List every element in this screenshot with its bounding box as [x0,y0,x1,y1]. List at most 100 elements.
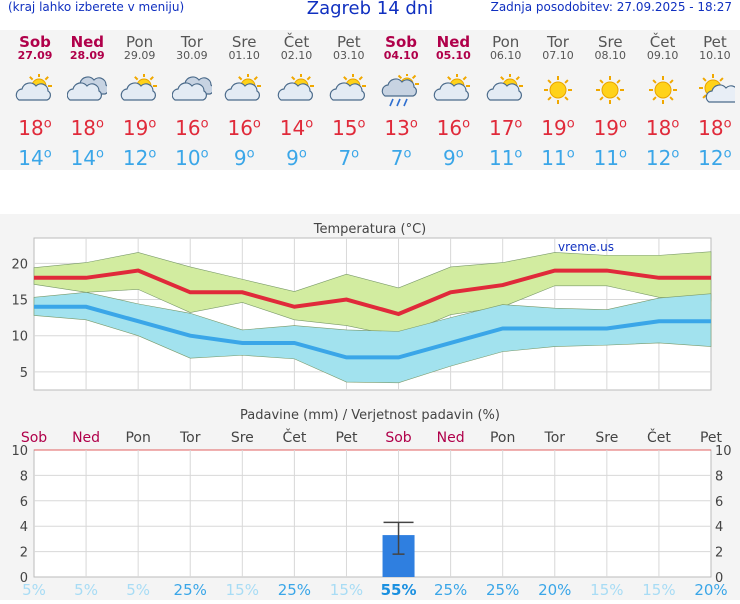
day-name: Pet [336,33,361,51]
y-tick-label: 5 [20,366,28,381]
day-date: 28.09 [69,49,105,62]
min-temperature-value: 12 [645,146,672,170]
y-tick-label-right: 10 [715,444,732,459]
max-temperature: 16o [427,116,479,140]
forecast-day: Sre 01.10 16o 9o [218,34,270,170]
degree-sign: o [246,146,255,162]
precipitation-probability: 15% [226,581,259,599]
temperature-chart-title: Temperatura (°C) [313,222,426,237]
min-temperature-value: 11 [488,146,515,170]
min-temperature: 14o [61,146,113,170]
min-temperature-value: 9 [443,146,456,170]
precipitation-day-label: Pet [700,430,723,446]
header-left: (kraj lahko izberete v meniju) [8,0,185,14]
partly-cloudy-icon [277,74,314,101]
min-temperature: 7o [375,146,427,170]
forecast-day: Sre 08.10 19o 11o [584,34,636,170]
day-date: 10.10 [699,49,731,62]
y-tick-label-right: 4 [715,520,723,535]
y-tick-label-left: 10 [11,444,28,459]
precipitation-probability: 55% [381,581,417,599]
max-temperature-value: 18 [698,116,724,140]
max-temperature: 18o [9,116,61,140]
day-name: Sob [19,33,51,51]
precipitation-probability: 20% [694,581,727,599]
degree-sign: o [671,116,680,132]
forecast-day: Pet 03.10 15o 7o [323,34,375,170]
day-name: Ned [70,33,105,51]
forecast-day: Ned 28.09 18o 14o [61,34,113,170]
charts-panel: Temperatura (°C) 5 10 15 20 vreme.us Padavine … [0,214,740,600]
min-temperature-value: 7 [338,146,352,170]
day-name: Sre [231,33,257,51]
min-temperature: 14o [9,146,61,170]
watermark: vreme.us [558,240,614,254]
precipitation-probability: 25% [174,581,207,599]
degree-sign: o [671,146,680,162]
degree-sign: o [357,116,366,132]
y-tick-label-left: 6 [20,495,28,510]
precipitation-plot-area [33,449,712,578]
degree-sign: o [200,146,209,162]
max-temperature-value: 15 [332,116,358,140]
precipitation-probability: 15% [642,581,675,599]
max-temperature-value: 16 [175,116,201,140]
precipitation-day-label: Čet [282,428,306,446]
max-temperature: 16o [218,116,270,140]
day-name: Čet [649,33,676,51]
day-date: 30.09 [176,49,208,62]
max-temperature-value: 16 [436,116,463,140]
max-temperature-value: 18 [70,116,97,140]
day-name: Čet [283,33,310,51]
max-temperature: 19o [584,116,636,140]
max-temperature-value: 13 [384,116,410,140]
precipitation-probability: 20% [538,581,571,599]
min-temperature-value: 9 [233,146,247,170]
precipitation-chart-title: Padavine (mm) / Verjetnost padavin (%) [240,408,500,423]
y-tick-label-right: 0 [715,571,723,586]
day-name: Tor [547,33,569,51]
sun-icon [648,76,677,104]
day-name: Pet [703,33,727,51]
partly-cloudy-icon [329,74,366,101]
min-temperature-value: 12 [698,146,724,170]
day-name: Tor [180,33,203,51]
min-temperature-value: 7 [390,146,404,170]
forecast-day: Tor 30.09 16o 10o [166,34,218,170]
degree-sign: o [619,146,627,162]
partly-cloudy-icon [434,74,471,101]
min-temperature: 10o [166,146,218,170]
forecast-day: Pet 10.10 18o 12 o [689,34,740,170]
max-temperature-value: 18 [18,116,44,140]
daily-forecast: Sob 27.09 18o 14o Ned 28.09 18o 14o Pon 29.09 19o 1… [0,30,740,170]
precipitation-day-label: Pon [490,430,515,446]
precipitation-day-label: Čet [647,428,671,446]
max-temperature: 16o [166,116,218,140]
max-temperature: 17o [480,116,532,140]
max-temperature-value: 19 [541,116,567,140]
precipitation-day-label: Pet [335,430,358,446]
y-tick-label-left: 2 [20,546,28,561]
max-temperature-value: 19 [593,116,620,140]
y-tick-label-right: 2 [715,546,723,561]
forecast-day: Sob 04.10 13o 7o [375,34,427,170]
degree-sign: o [723,116,732,132]
max-temperature: 18o [61,116,113,140]
min-temperature-value: 11 [593,146,620,170]
min-temperature-value: 10 [175,146,201,170]
sun-icon [544,76,572,104]
max-temperature: 18o [637,116,689,140]
max-temperature: 14o [271,116,323,140]
min-temperature-value: 12 [122,146,149,170]
precipitation-day-label: Tor [544,430,566,446]
precipitation-probability: 25% [486,581,519,599]
precipitation-day-label: Ned [72,430,100,446]
day-date: 01.10 [228,49,260,62]
min-temperature: 11o [584,146,636,170]
y-tick-label: 20 [11,257,28,272]
degree-sign: o [252,116,261,132]
max-temperature: 18o [689,116,740,140]
forecast-day: Čet 09.10 18o 12o [637,34,689,170]
min-temperature: 12o [637,146,689,170]
precipitation-day-label: Sob [385,430,411,446]
